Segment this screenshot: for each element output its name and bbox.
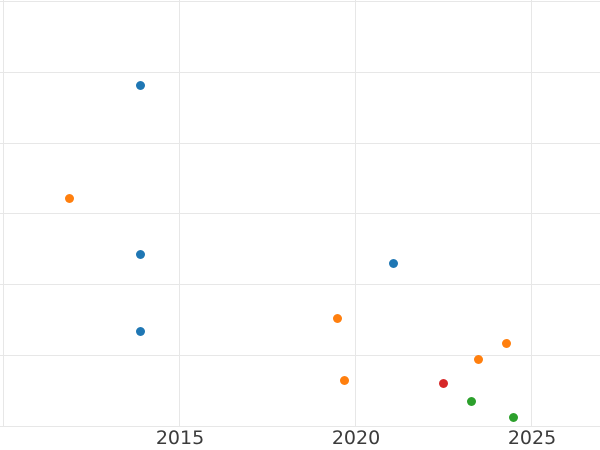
scatter-point-blue xyxy=(135,326,145,336)
scatter-point-green xyxy=(508,413,518,423)
x-tick-label: 2020 xyxy=(331,427,381,449)
y-gridline xyxy=(0,425,600,427)
scatter-point-blue xyxy=(135,81,145,91)
x-gridline xyxy=(354,0,356,426)
scatter-point-orange xyxy=(65,193,75,203)
y-gridline xyxy=(0,142,600,144)
x-tick-label: 2015 xyxy=(155,427,205,449)
scatter-point-orange xyxy=(339,375,349,385)
x-gridline xyxy=(530,0,532,426)
scatter-point-red xyxy=(438,379,448,389)
y-gridline xyxy=(0,284,600,286)
x-gridline xyxy=(178,0,180,426)
x-gridline xyxy=(2,0,4,426)
y-gridline xyxy=(0,72,600,73)
scatter-point-orange xyxy=(501,338,511,348)
scatter-point-orange xyxy=(473,355,483,365)
scatter-point-blue xyxy=(389,258,399,268)
scatter-point-orange xyxy=(332,314,342,324)
scatter-point-blue xyxy=(135,250,145,260)
y-gridline xyxy=(0,1,600,3)
x-tick-label: 2025 xyxy=(507,427,557,449)
y-gridline xyxy=(0,213,600,215)
scatter-point-green xyxy=(466,396,476,406)
y-gridline xyxy=(0,354,600,356)
